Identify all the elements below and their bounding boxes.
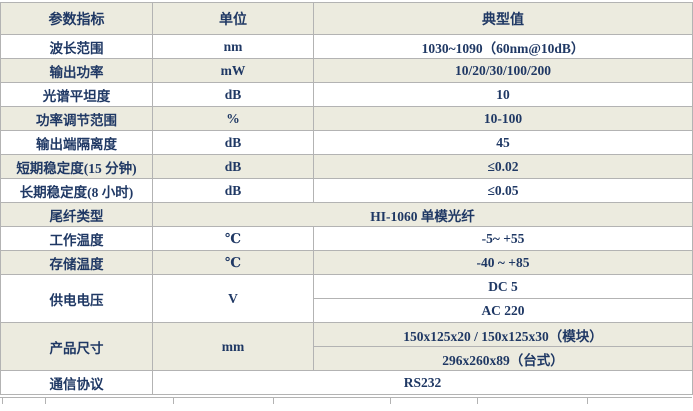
spec-table: 参数指标 单位 典型值 波长范围 nm 1030~1090（60nm@10dB）… xyxy=(0,2,693,395)
unit-cell: mW xyxy=(152,58,314,83)
param-cell: 输出端隔离度 xyxy=(0,130,153,155)
value-cell: 10/20/30/100/200 xyxy=(313,58,693,83)
unit-cell: % xyxy=(152,106,314,131)
unit-cell: mm xyxy=(152,322,314,371)
param-cell: 长期稳定度(8 小时) xyxy=(0,178,153,203)
param-cell: 输出功率 xyxy=(0,58,153,83)
value-cell: ≤0.05 xyxy=(313,178,693,203)
value-cell: DC 5 xyxy=(313,274,693,299)
col-header-unit: 单位 xyxy=(152,2,314,35)
next-table-column-divider xyxy=(273,398,274,404)
unit-cell: dB xyxy=(152,154,314,179)
unit-cell: dB xyxy=(152,130,314,155)
unit-cell: V xyxy=(152,274,314,323)
value-cell: 10-100 xyxy=(313,106,693,131)
value-cell: 296x260x89（台式） xyxy=(313,346,693,371)
next-table-column-divider xyxy=(45,398,46,404)
next-table-top-edge xyxy=(0,397,692,406)
param-cell: 产品尺寸 xyxy=(0,322,153,371)
table-row: 产品尺寸 mm 150x125x20 / 150x125x30（模块） xyxy=(0,322,693,371)
value-cell-merged: RS232 xyxy=(152,370,693,395)
unit-cell: dB xyxy=(152,178,314,203)
unit-cell: ℃ xyxy=(152,250,314,275)
param-cell: 供电电压 xyxy=(0,274,153,323)
unit-cell: ℃ xyxy=(152,226,314,251)
param-cell: 光谱平坦度 xyxy=(0,82,153,107)
value-cell: ≤0.02 xyxy=(313,154,693,179)
col-header-param: 参数指标 xyxy=(0,2,153,35)
value-cell: -5~ +55 xyxy=(313,226,693,251)
next-table-column-divider xyxy=(477,398,478,404)
table-row: 输出功率 mW 10/20/30/100/200 xyxy=(0,58,693,83)
table-row: 光谱平坦度 dB 10 xyxy=(0,82,693,107)
col-header-value: 典型值 xyxy=(313,2,693,35)
table-row: AC 220 xyxy=(1,298,693,323)
param-cell: 通信协议 xyxy=(0,370,153,395)
table-row: 功率调节范围 % 10-100 xyxy=(0,106,693,131)
value-cell: 1030~1090（60nm@10dB） xyxy=(313,34,693,59)
param-cell: 尾纤类型 xyxy=(0,202,153,227)
value-cell: 10 xyxy=(313,82,693,107)
unit-cell: dB xyxy=(152,82,314,107)
value-cell: -40 ~ +85 xyxy=(313,250,693,275)
param-cell: 功率调节范围 xyxy=(0,106,153,131)
table-row: 波长范围 nm 1030~1090（60nm@10dB） xyxy=(0,34,693,59)
next-table-column-divider xyxy=(173,398,174,404)
value-cell: AC 220 xyxy=(313,298,693,323)
value-cell-merged: HI-1060 单模光纤 xyxy=(152,202,693,227)
header-row: 参数指标 单位 典型值 xyxy=(0,2,693,35)
param-cell: 波长范围 xyxy=(0,34,153,59)
table-row: 长期稳定度(8 小时) dB ≤0.05 xyxy=(0,178,693,203)
table-row: 供电电压 V DC 5 xyxy=(0,274,693,323)
unit-cell: nm xyxy=(152,34,314,59)
table-row: 短期稳定度(15 分钟) dB ≤0.02 xyxy=(0,154,693,179)
param-cell: 短期稳定度(15 分钟) xyxy=(0,154,153,179)
value-cell: 45 xyxy=(313,130,693,155)
table-row: 尾纤类型 HI-1060 单模光纤 xyxy=(0,202,693,227)
table-row: 通信协议 RS232 xyxy=(0,370,693,395)
table-row: 输出端隔离度 dB 45 xyxy=(0,130,693,155)
next-table-column-divider xyxy=(390,398,391,404)
param-cell: 工作温度 xyxy=(0,226,153,251)
param-cell: 存储温度 xyxy=(0,250,153,275)
next-table-column-divider xyxy=(2,398,3,404)
next-table-column-divider xyxy=(587,398,588,404)
value-cell: 150x125x20 / 150x125x30（模块） xyxy=(313,322,693,347)
table-row: 存储温度 ℃ -40 ~ +85 xyxy=(0,250,693,275)
table-row: 工作温度 ℃ -5~ +55 xyxy=(0,226,693,251)
table-row: 296x260x89（台式） xyxy=(1,346,693,371)
